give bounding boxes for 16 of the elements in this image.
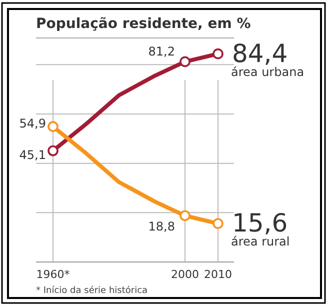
point bbox=[180, 56, 190, 68]
data-label: 54,9 bbox=[19, 116, 46, 131]
point bbox=[48, 121, 58, 132]
x-tick-label: 1960* bbox=[36, 268, 70, 281]
data-label: 81,2 bbox=[148, 44, 175, 59]
point bbox=[212, 48, 224, 60]
x-tick-label: 2000 bbox=[171, 268, 199, 281]
point bbox=[180, 210, 190, 222]
chart-title: População residente, em % bbox=[36, 16, 251, 32]
x-tick-label: 2010 bbox=[204, 268, 232, 281]
data-label: 45,1 bbox=[19, 148, 46, 162]
data-label: 18,8 bbox=[148, 220, 175, 234]
point bbox=[48, 145, 58, 156]
point bbox=[212, 218, 224, 229]
text: * Início da série histórica bbox=[36, 285, 148, 296]
series-label: área rural bbox=[231, 234, 290, 249]
